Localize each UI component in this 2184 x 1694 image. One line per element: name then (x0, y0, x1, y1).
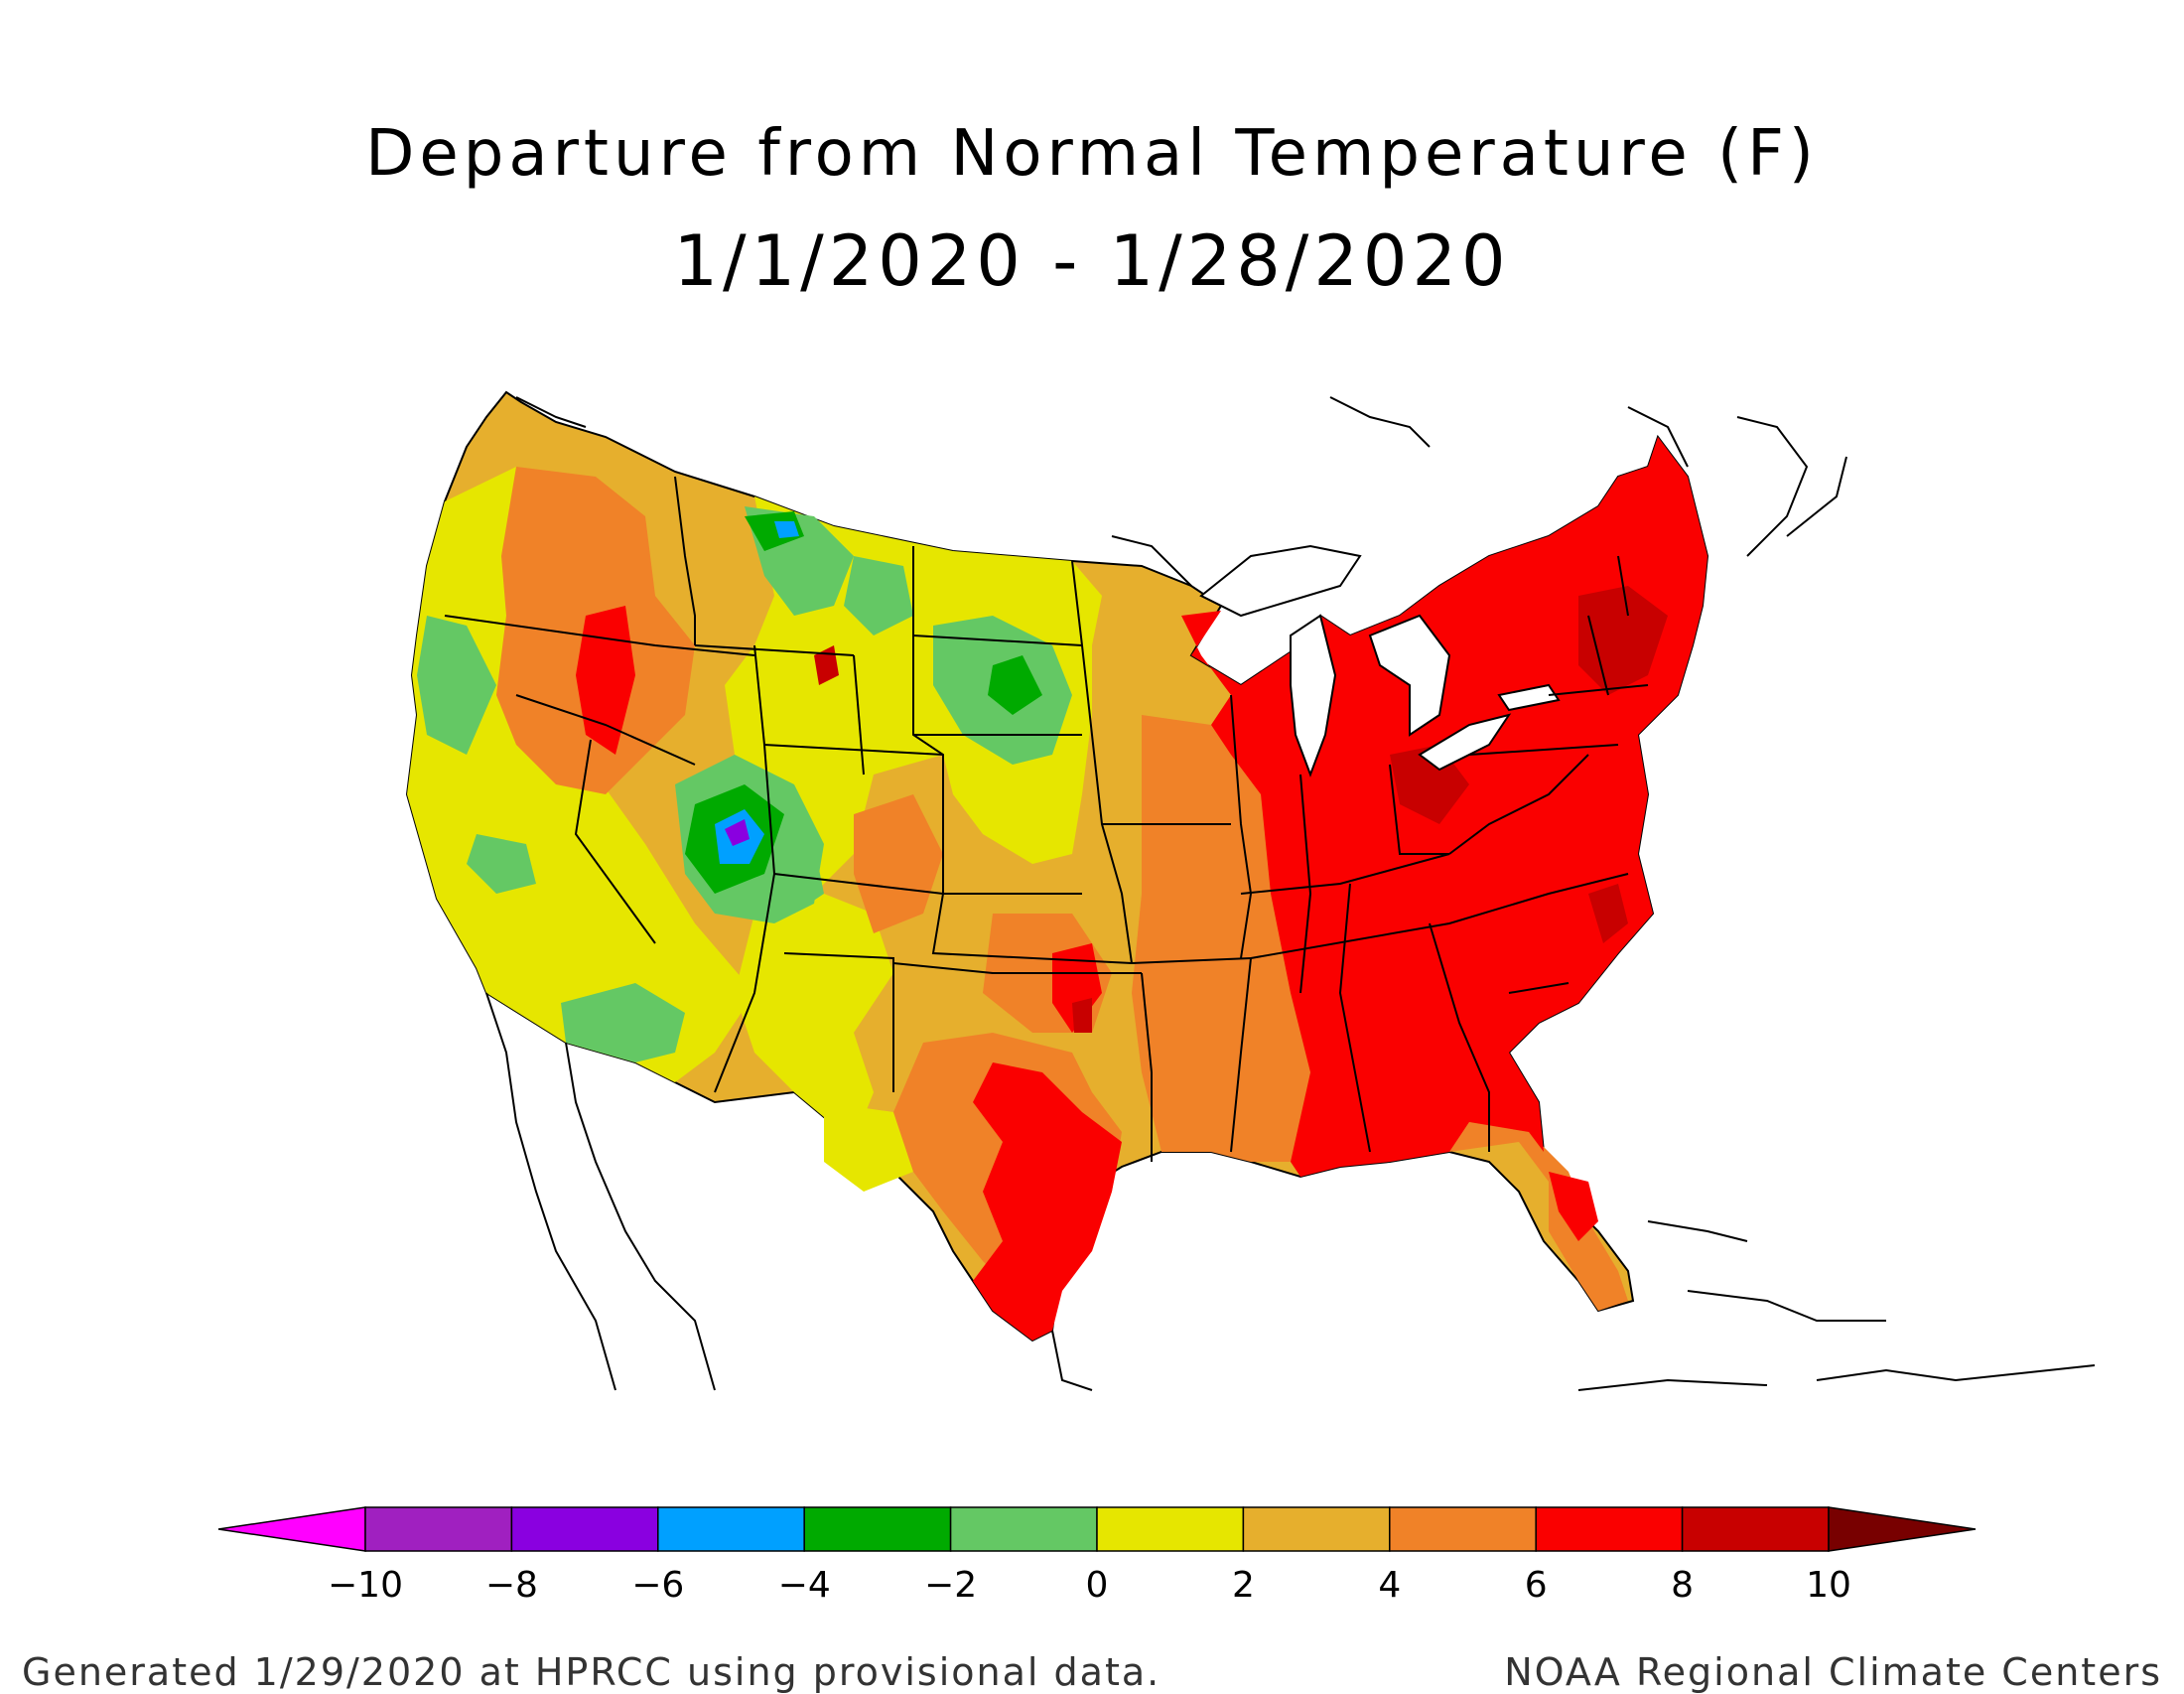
state-borders (444, 476, 1649, 1162)
legend-swatch (217, 1506, 366, 1552)
legend-tick-label: −10 (328, 1565, 403, 1606)
lake-huron (1368, 614, 1451, 737)
zone-0-to-2 (824, 1102, 913, 1192)
source-credit: NOAA Regional Climate Centers (1504, 1650, 2162, 1694)
legend-swatch (1242, 1506, 1391, 1552)
lake-ontario (1497, 683, 1561, 712)
legend-swatch (1535, 1506, 1684, 1552)
legend-swatch (657, 1506, 805, 1552)
legend-swatch (949, 1506, 1098, 1552)
legend-tick-label: 0 (1086, 1565, 1109, 1606)
zone-minus2-to-0 (417, 616, 496, 755)
legend-tick-label: 6 (1525, 1565, 1548, 1606)
legend-swatch (803, 1506, 952, 1552)
great-lakes (1199, 544, 1561, 777)
generated-note: Generated 1/29/2020 at HPRCC using provi… (22, 1650, 1161, 1694)
zone-minus2-to-0 (764, 844, 824, 914)
zone-8-to-10 (1588, 884, 1628, 943)
legend-tick-label: −2 (924, 1565, 977, 1606)
zone-4-to-6 (1449, 1122, 1628, 1311)
zone-minus2-to-0 (467, 834, 536, 894)
legend-swatch (1681, 1506, 1830, 1552)
legend-swatch (364, 1506, 513, 1552)
outline-coastlines (485, 396, 2096, 1391)
zone-6-to-8 (1231, 685, 1291, 755)
legend-swatch (1096, 1506, 1245, 1552)
zone-4-to-6 (854, 794, 943, 933)
zone-8-to-10 (1072, 998, 1092, 1033)
temperature-departure-zones (407, 437, 1707, 1341)
zone-minus8-to-minus6 (725, 819, 750, 846)
legend-swatch (1389, 1506, 1537, 1552)
map-date-range: 1/1/2020 - 1/28/2020 (673, 220, 1511, 302)
zone-6-to-8 (1052, 943, 1102, 1033)
legend-swatch (510, 1506, 659, 1552)
legend-tick-label: 10 (1806, 1565, 1851, 1606)
lake-michigan (1290, 614, 1337, 777)
legend-tick-label: 2 (1232, 1565, 1255, 1606)
legend-tick-label: −6 (631, 1565, 684, 1606)
legend-tick-label: −8 (485, 1565, 538, 1606)
legend-swatch (1828, 1506, 1977, 1552)
lake-superior (1199, 544, 1362, 618)
zone-minus2-to-0 (844, 556, 913, 635)
zone-minus6-to-minus4 (774, 521, 799, 538)
zone-minus4-to-minus2 (988, 655, 1042, 715)
zone-8-to-10 (814, 645, 839, 685)
zone-6-to-8 (576, 606, 635, 755)
zone-6-to-8 (973, 1062, 1122, 1341)
map-title: Departure from Normal Temperature (F) (365, 117, 1819, 191)
legend-tick-label: 8 (1671, 1565, 1694, 1606)
zone-minus2-to-0 (561, 983, 685, 1062)
legend-tick-label: 4 (1378, 1565, 1401, 1606)
lake-erie (1418, 713, 1512, 772)
legend-tick-label: −4 (778, 1565, 831, 1606)
zone-4-to-6 (1132, 715, 1310, 1162)
zone-6-to-8 (1549, 1172, 1598, 1241)
